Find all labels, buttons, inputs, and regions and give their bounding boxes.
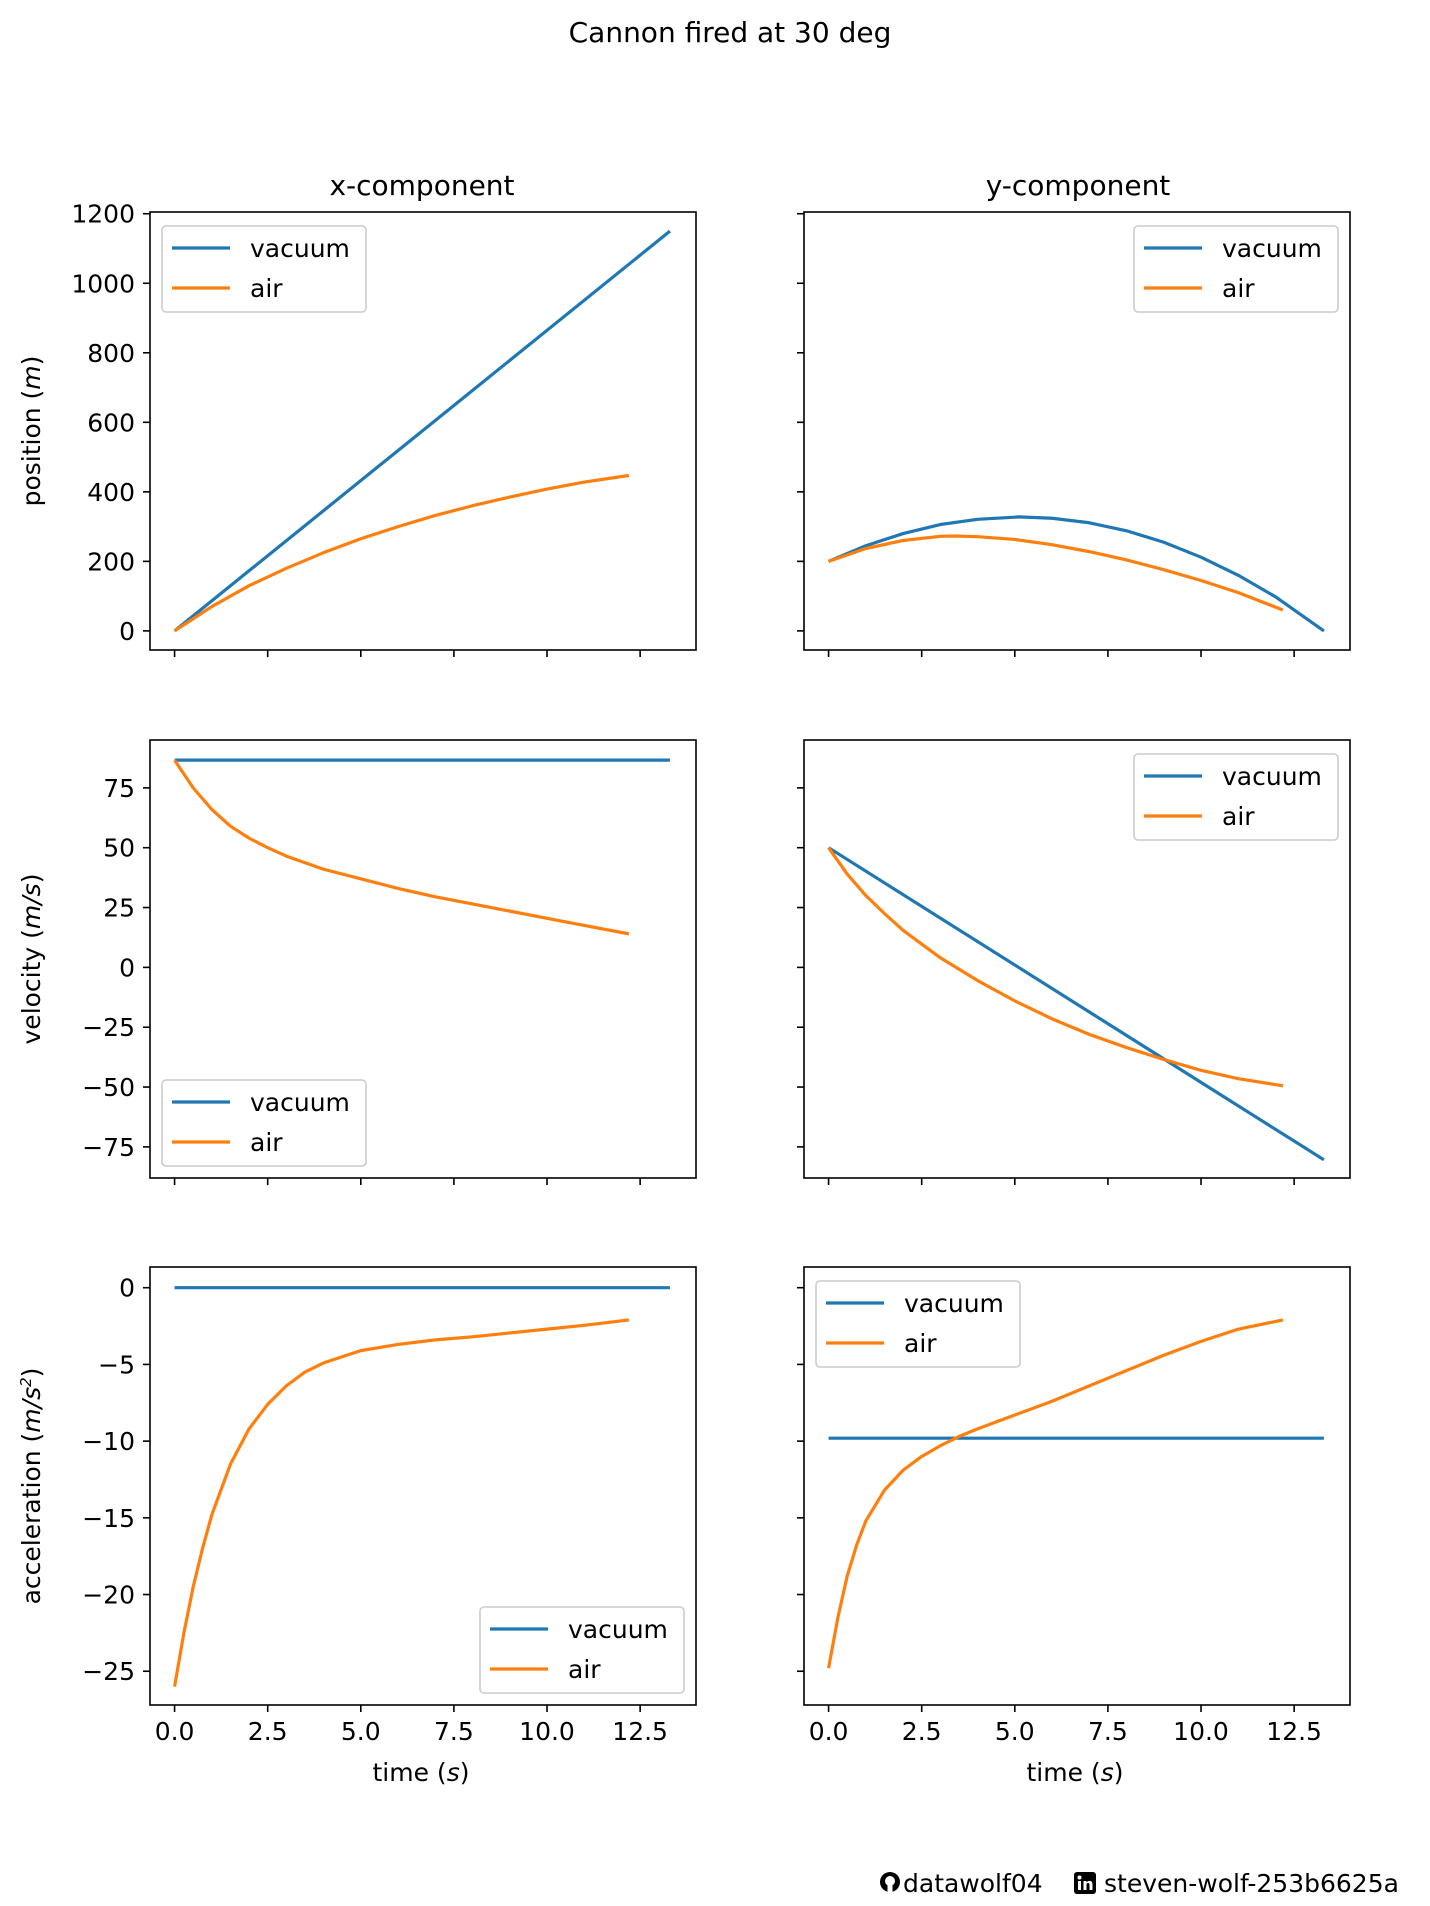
series-line-vacuum <box>173 229 671 633</box>
subplot-r2-c1: 0.0 2.5 5.0 7.5 10.0 12.5 time (s) vacuum air <box>797 1266 1351 1787</box>
series-line-air <box>827 1318 1284 1669</box>
x-tick-label: 12.5 <box>612 1717 668 1746</box>
x-tick-label: 2.5 <box>902 1717 942 1746</box>
y-tick-label: 50 <box>103 834 135 863</box>
legend: vacuum air <box>479 1606 685 1694</box>
subplot-r1-c1: vacuum air <box>797 739 1351 1185</box>
footer: datawolf04 steven-wolf-253b6625a <box>880 1869 1399 1898</box>
y-axis-label: acceleration (m/s2) <box>17 1368 46 1605</box>
axes-frame <box>803 1266 1351 1706</box>
y-tick-label: −10 <box>82 1427 135 1456</box>
subplot-r0-c1: vacuum air <box>797 211 1351 657</box>
y-tick-label: 600 <box>87 408 135 437</box>
x-tick-label: 5.0 <box>995 1717 1035 1746</box>
x-tick-label: 5.0 <box>341 1717 381 1746</box>
legend-label-vacuum: vacuum <box>250 234 350 263</box>
axes-frame <box>803 739 1351 1179</box>
y-tick-label: 200 <box>87 547 135 576</box>
y-tick-label: 0 <box>119 953 135 982</box>
y-tick-label: 1000 <box>71 269 135 298</box>
legend-label-vacuum: vacuum <box>904 1289 1004 1318</box>
y-axis-label: position (m) <box>17 356 46 507</box>
x-tick-label: 2.5 <box>248 1717 288 1746</box>
y-tick-label: 25 <box>103 894 135 923</box>
x-tick-label: 10.0 <box>1173 1717 1229 1746</box>
column-title-y: y-component <box>986 169 1171 202</box>
legend: vacuum air <box>815 1280 1021 1368</box>
legend-label-air: air <box>1222 802 1255 831</box>
series-line-air <box>173 473 630 633</box>
x-tick-label: 7.5 <box>1088 1717 1128 1746</box>
legend-label-vacuum: vacuum <box>1222 762 1322 791</box>
legend-label-air: air <box>250 274 283 303</box>
series-line-vacuum <box>827 515 1325 633</box>
footer-github-user: datawolf04 <box>903 1869 1043 1898</box>
y-tick-label: 400 <box>87 478 135 507</box>
y-tick-label: −75 <box>82 1133 135 1162</box>
x-axis-label: time (s) <box>1027 1758 1124 1787</box>
axes-frame <box>149 739 697 1179</box>
y-tick-label: −5 <box>98 1350 135 1379</box>
axes-frame <box>149 1266 697 1706</box>
legend-label-air: air <box>904 1329 937 1358</box>
y-tick-label: 800 <box>87 339 135 368</box>
series-line-air <box>173 1318 630 1687</box>
github-icon <box>880 1872 900 1892</box>
series-line-air <box>827 846 1284 1088</box>
legend-label-vacuum: vacuum <box>1222 234 1322 263</box>
series-line-air <box>828 534 1284 612</box>
legend: vacuum air <box>1133 225 1339 313</box>
x-tick-label: 0.0 <box>809 1717 849 1746</box>
y-tick-label: 0 <box>119 617 135 646</box>
x-tick-label: 7.5 <box>434 1717 474 1746</box>
legend-label-air: air <box>568 1655 601 1684</box>
legend-label-vacuum: vacuum <box>250 1088 350 1117</box>
legend: vacuum air <box>161 225 367 313</box>
subplot-r1-c0: 75 50 25 0 −25 −50 −75 velocity (m/s) vacuum air <box>17 739 697 1185</box>
column-title-x: x-component <box>329 169 514 202</box>
y-tick-label: −15 <box>82 1504 135 1533</box>
x-tick-label: 12.5 <box>1266 1717 1322 1746</box>
legend-label-vacuum: vacuum <box>568 1615 668 1644</box>
footer-linkedin-user: steven-wolf-253b6625a <box>1104 1869 1399 1898</box>
axes-frame <box>803 211 1351 651</box>
y-tick-label: 75 <box>103 774 135 803</box>
subplot-r0-c0: 0 200 400 600 800 1000 1200 position (m) vacuum a… <box>17 200 697 657</box>
subplot-r2-c0: 0.0 2.5 5.0 7.5 10.0 12.5 0 −5 −10 −15 −20 −25 accel… <box>17 1266 697 1787</box>
linkedin-icon <box>1074 1872 1096 1894</box>
x-tick-label: 10.0 <box>519 1717 575 1746</box>
y-tick-label: −25 <box>82 1657 135 1686</box>
figure-title: Cannon fired at 30 deg <box>569 16 892 49</box>
axes-frame <box>149 211 697 651</box>
series-line-air <box>173 759 630 936</box>
x-tick-label: 0.0 <box>155 1717 195 1746</box>
y-tick-label: 0 <box>119 1274 135 1303</box>
x-axis-label: time (s) <box>373 1758 470 1787</box>
legend-label-air: air <box>1222 274 1255 303</box>
legend: vacuum air <box>1133 753 1339 841</box>
y-axis-label: velocity (m/s) <box>17 874 46 1045</box>
y-tick-label: −50 <box>82 1073 135 1102</box>
y-tick-label: 1200 <box>71 200 135 229</box>
y-tick-label: −20 <box>82 1581 135 1610</box>
legend-label-air: air <box>250 1128 283 1157</box>
y-tick-label: −25 <box>82 1013 135 1042</box>
subplot-grid: 0 200 400 600 800 1000 1200 position (m) vacuum a… <box>17 200 1351 1787</box>
legend: vacuum air <box>161 1079 367 1167</box>
series-line-vacuum <box>827 846 1325 1162</box>
